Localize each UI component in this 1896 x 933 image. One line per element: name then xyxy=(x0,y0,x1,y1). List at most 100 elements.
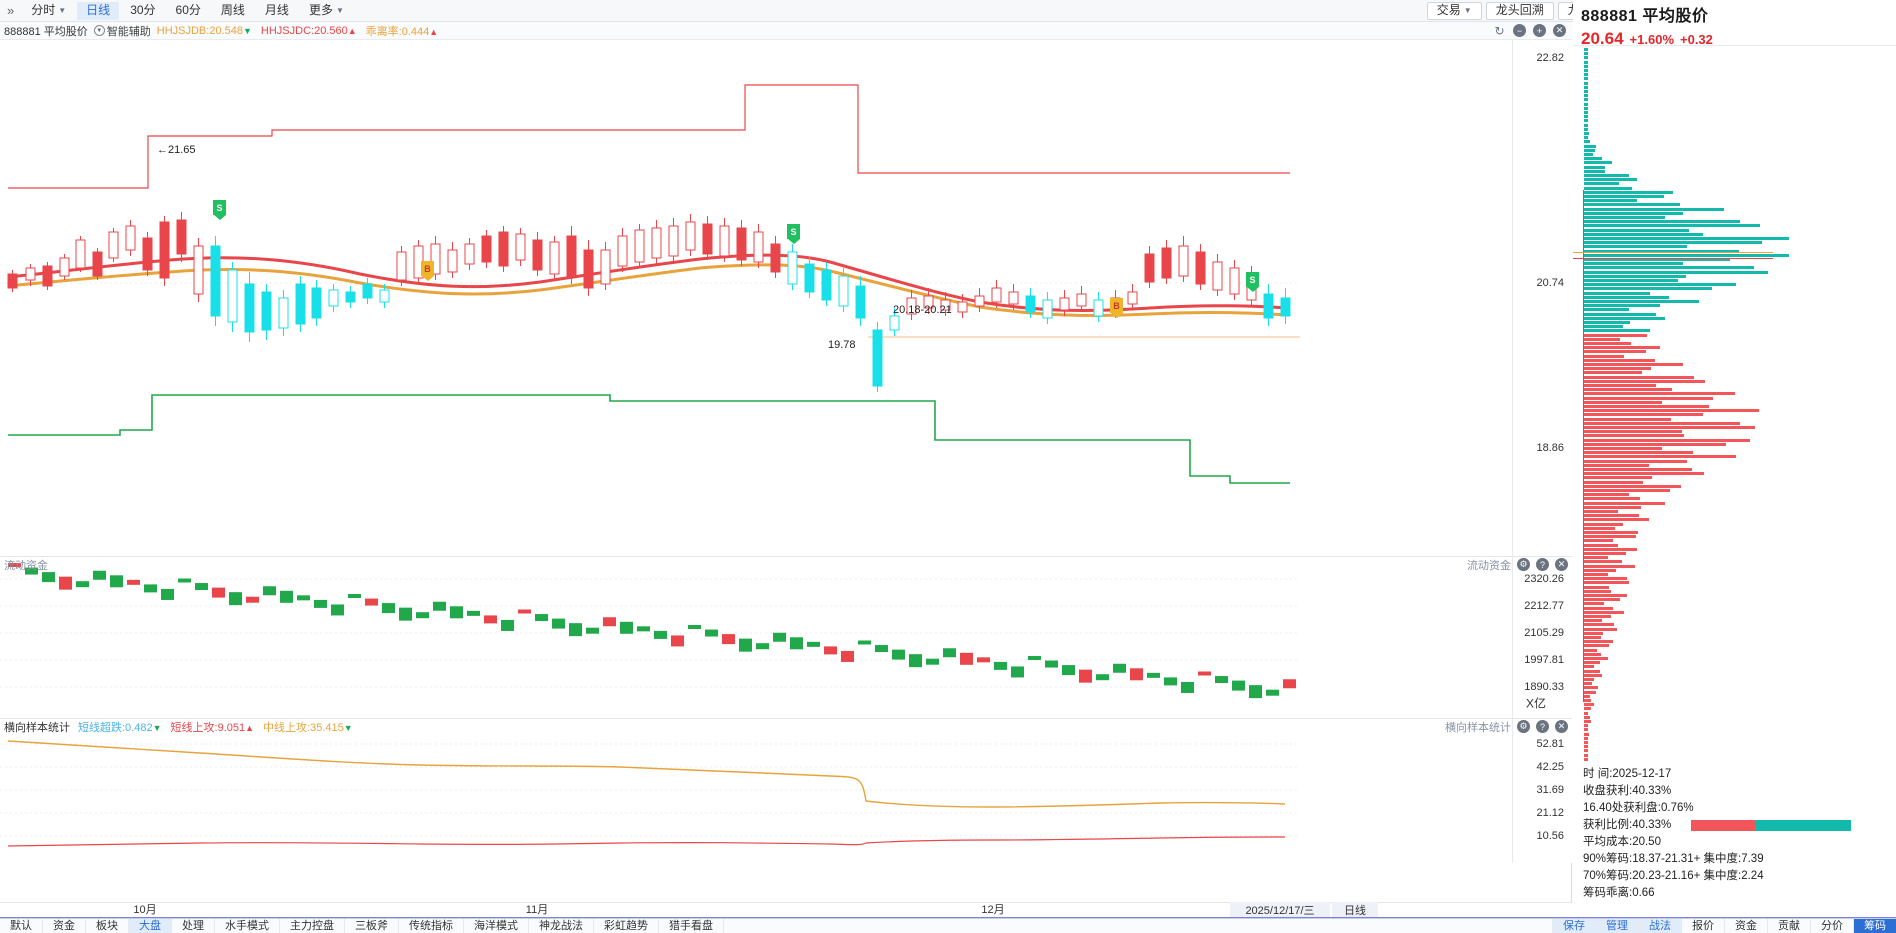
settings-icon[interactable]: ⚙ xyxy=(1517,720,1530,733)
refresh-icon[interactable]: ↻ xyxy=(1494,23,1505,38)
price-readout: 20.64 +1.60% +0.32 xyxy=(1581,29,1896,49)
bottom-tab-8[interactable]: 传统指标 xyxy=(399,918,464,933)
toolbar-item-3[interactable]: 60分 xyxy=(167,2,210,20)
chip-bar xyxy=(1584,94,1588,98)
capital-flow-axis: 2320.26 2212.77 2105.29 1997.81 1890.33 … xyxy=(1512,557,1572,718)
chip-bar xyxy=(1584,623,1615,627)
close-icon[interactable]: ✕ xyxy=(1553,24,1566,37)
chip-bar xyxy=(1584,388,1672,392)
chip-bar xyxy=(1584,573,1609,576)
chip-bar xyxy=(1584,585,1609,589)
bottom-tab-3[interactable]: 大盘 xyxy=(129,918,172,933)
sample-stats-title-right: 横向样本统计 xyxy=(1445,721,1511,734)
chip-stat-row-ratio: 获利比例:40.33% xyxy=(1583,817,1896,834)
chip-bar xyxy=(1584,216,1666,219)
price-pane[interactable]: 22.82 20.74 18.86 ←21.65 19.78 20.18-20.… xyxy=(0,40,1572,556)
bottom-right-tab-5[interactable]: 贡献 xyxy=(1767,918,1810,933)
quote-info-bar: 888881 平均股价 ▼ 智能辅助 HHJSJDB:20.548▼ HHJSJD… xyxy=(0,22,1572,40)
chip-bar xyxy=(1584,409,1759,413)
close-icon[interactable]: ✕ xyxy=(1555,558,1568,571)
toolbar-item-label: 分时 xyxy=(31,3,56,17)
capital-flow-title: 流动资金 xyxy=(4,559,48,572)
chip-bar xyxy=(1584,606,1614,610)
chip-bar xyxy=(1584,581,1629,585)
toolbar-right-item-0[interactable]: 交易 ▼ xyxy=(1426,1,1482,20)
capital-flow-pane[interactable]: 流动资金 流动资金 ⚙ ? ✕ 2320.26 2212.77 2105.29 xyxy=(0,556,1572,718)
toolbar-right-item-1[interactable]: 龙头回溯 xyxy=(1485,1,1554,20)
bottom-tab-9[interactable]: 海洋模式 xyxy=(464,918,529,933)
bottom-tab-11[interactable]: 彩虹趋势 xyxy=(594,918,659,933)
toolbar-item-5[interactable]: 月线 xyxy=(256,2,298,20)
bottom-right-tab-3[interactable]: 报价 xyxy=(1681,918,1724,933)
help-icon[interactable]: ? xyxy=(1536,558,1549,571)
chip-bar xyxy=(1584,153,1593,156)
chip-bar xyxy=(1584,728,1588,732)
chip-bar xyxy=(1584,489,1670,492)
smart-assist-label: 智能辅助 xyxy=(106,25,151,38)
chip-bar xyxy=(1584,720,1592,723)
chip-bar xyxy=(1584,262,1684,266)
toolbar-item-1[interactable]: 日线 xyxy=(77,1,120,20)
smart-assist-toggle[interactable]: ▼ 智能辅助 xyxy=(93,23,151,39)
chip-bar xyxy=(1584,657,1609,660)
minus-icon[interactable]: − xyxy=(1513,24,1526,37)
stat-value-label: 短线上攻:9.051 xyxy=(170,721,246,734)
stat-value-2: 中线上攻:35.415▼ xyxy=(263,719,353,735)
signal-marker-s-4: S xyxy=(1246,272,1259,287)
bottom-right-tab-1[interactable]: 管理 xyxy=(1595,918,1638,933)
chip-bar xyxy=(1584,363,1683,366)
chip-bar xyxy=(1584,468,1693,471)
toolbar-item-2[interactable]: 30分 xyxy=(121,2,164,20)
bottom-right-tab-2[interactable]: 战法 xyxy=(1638,918,1681,933)
chip-bar xyxy=(1584,241,1762,245)
expand-chevrons-right-icon[interactable]: » xyxy=(7,3,15,18)
close-icon[interactable]: ✕ xyxy=(1555,720,1568,733)
chip-bar xyxy=(1584,413,1703,417)
bottom-tab-7[interactable]: 三板斧 xyxy=(345,918,399,933)
toolbar-item-6[interactable]: 更多 ▼ xyxy=(300,2,353,20)
chip-bar xyxy=(1584,598,1621,602)
chip-stat-row: 16.40处获利盘:0.76% xyxy=(1583,802,1694,814)
bottom-tab-0[interactable]: 默认 xyxy=(0,918,43,933)
indicator-value-2: 乖离率:0.444▲ xyxy=(366,23,439,39)
chip-bar xyxy=(1584,73,1588,77)
chip-bar xyxy=(1584,636,1602,639)
chip-stat-row: 平均成本:20.50 xyxy=(1583,836,1661,848)
indicator-value-label: HHJSJDB:20.548 xyxy=(156,24,243,37)
chip-bar xyxy=(1584,48,1588,51)
chip-bar xyxy=(1584,690,1597,694)
bottom-tab-4[interactable]: 处理 xyxy=(172,918,215,933)
chip-bar xyxy=(1584,447,1662,450)
bottom-right-tab-0[interactable]: 保存 xyxy=(1552,918,1595,933)
settings-icon[interactable]: ⚙ xyxy=(1517,558,1530,571)
chip-bar xyxy=(1584,279,1679,282)
bottom-tab-5[interactable]: 水手模式 xyxy=(215,918,280,933)
chip-bar xyxy=(1584,165,1606,169)
bottom-tab-12[interactable]: 猎手看盘 xyxy=(659,918,724,933)
bottom-right-tab-6[interactable]: 分价 xyxy=(1810,918,1853,933)
chip-bar xyxy=(1584,678,1595,681)
bottom-tab-10[interactable]: 神龙战法 xyxy=(529,918,594,933)
stat-value-0: 短线超跌:0.482▼ xyxy=(78,719,162,735)
toolbar-item-0[interactable]: 分时 ▼ xyxy=(22,2,75,20)
bottom-right-tab-7[interactable]: 筹码 xyxy=(1853,918,1896,933)
ss-tick-3: 21.12 xyxy=(1536,807,1564,819)
chip-bar xyxy=(1584,199,1638,203)
sample-stats-pane[interactable]: 横向样本统计 短线超跌:0.482▼ 短线上攻:9.051▲ 中线上攻:35.415… xyxy=(0,718,1572,863)
sample-stats-plot xyxy=(0,740,1300,847)
chip-bar xyxy=(1584,501,1666,505)
cf-tick-3: 1997.81 xyxy=(1524,654,1564,666)
help-icon[interactable]: ? xyxy=(1536,720,1549,733)
bottom-right-tab-4[interactable]: 资金 xyxy=(1724,918,1767,933)
chip-histogram[interactable] xyxy=(1573,46,1896,762)
bottom-tab-2[interactable]: 板块 xyxy=(86,918,129,933)
chip-bar xyxy=(1584,337,1620,341)
capital-flow-title-right: 流动资金 xyxy=(1467,559,1511,572)
chip-bar xyxy=(1584,144,1596,148)
chip-bar xyxy=(1584,232,1704,236)
bottom-tab-6[interactable]: 主力控盘 xyxy=(280,918,345,933)
toolbar-item-4[interactable]: 周线 xyxy=(212,2,254,20)
plus-icon[interactable]: + xyxy=(1533,24,1546,37)
chip-bar xyxy=(1584,52,1588,56)
bottom-tab-1[interactable]: 资金 xyxy=(43,918,86,933)
